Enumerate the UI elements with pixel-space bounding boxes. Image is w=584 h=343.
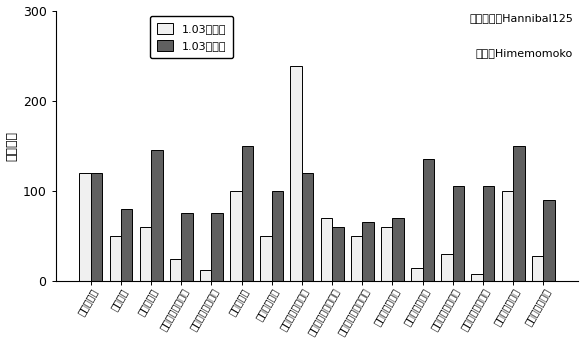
Bar [230, 191, 242, 281]
Text: 制图：Himemomoko: 制图：Himemomoko [476, 48, 573, 58]
Bar [423, 159, 434, 281]
Bar [260, 236, 272, 281]
Bar [543, 200, 555, 281]
Bar [200, 270, 211, 281]
Bar [140, 227, 151, 281]
Bar [211, 213, 223, 281]
Bar [411, 268, 423, 281]
Bar [272, 191, 283, 281]
Bar [362, 223, 374, 281]
Bar [351, 236, 362, 281]
Bar [302, 173, 314, 281]
Bar [181, 213, 193, 281]
Bar [471, 274, 483, 281]
Bar [79, 173, 91, 281]
Bar [121, 209, 133, 281]
Bar [381, 227, 392, 281]
Bar [483, 186, 495, 281]
Text: 数据挖掘：Hannibal125: 数据挖掘：Hannibal125 [470, 13, 573, 23]
Bar [502, 191, 513, 281]
Bar [532, 256, 543, 281]
Bar [170, 259, 181, 281]
Bar [453, 186, 464, 281]
Legend: 1.03补丁前, 1.03补丁后: 1.03补丁前, 1.03补丁后 [150, 16, 234, 58]
Bar [332, 227, 343, 281]
Bar [290, 67, 302, 281]
Bar [392, 218, 404, 281]
Bar [91, 173, 102, 281]
Bar [321, 218, 332, 281]
Bar [513, 146, 524, 281]
Bar [242, 146, 253, 281]
Bar [110, 236, 121, 281]
Bar [442, 254, 453, 281]
Y-axis label: 躯干伤害: 躯干伤害 [6, 131, 19, 161]
Bar [151, 150, 162, 281]
